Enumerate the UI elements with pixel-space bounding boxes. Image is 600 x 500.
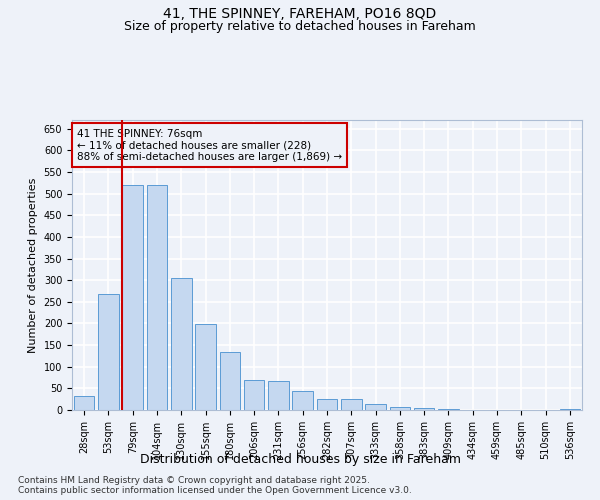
Bar bbox=[365, 404, 386, 410]
Bar bbox=[244, 380, 265, 410]
Bar bbox=[317, 399, 337, 410]
Bar bbox=[195, 324, 216, 410]
Bar bbox=[560, 409, 580, 410]
Bar bbox=[171, 278, 191, 410]
Bar bbox=[341, 399, 362, 410]
Bar bbox=[292, 392, 313, 410]
Bar bbox=[74, 396, 94, 410]
Text: 41, THE SPINNEY, FAREHAM, PO16 8QD: 41, THE SPINNEY, FAREHAM, PO16 8QD bbox=[163, 8, 437, 22]
Text: Distribution of detached houses by size in Fareham: Distribution of detached houses by size … bbox=[139, 452, 461, 466]
Bar bbox=[414, 408, 434, 410]
Bar bbox=[389, 407, 410, 410]
Bar bbox=[122, 186, 143, 410]
Y-axis label: Number of detached properties: Number of detached properties bbox=[28, 178, 38, 352]
Bar bbox=[268, 380, 289, 410]
Bar bbox=[220, 352, 240, 410]
Text: Size of property relative to detached houses in Fareham: Size of property relative to detached ho… bbox=[124, 20, 476, 33]
Text: 41 THE SPINNEY: 76sqm
← 11% of detached houses are smaller (228)
88% of semi-det: 41 THE SPINNEY: 76sqm ← 11% of detached … bbox=[77, 128, 342, 162]
Bar bbox=[438, 409, 459, 410]
Bar bbox=[98, 294, 119, 410]
Text: Contains HM Land Registry data © Crown copyright and database right 2025.
Contai: Contains HM Land Registry data © Crown c… bbox=[18, 476, 412, 495]
Bar bbox=[146, 186, 167, 410]
